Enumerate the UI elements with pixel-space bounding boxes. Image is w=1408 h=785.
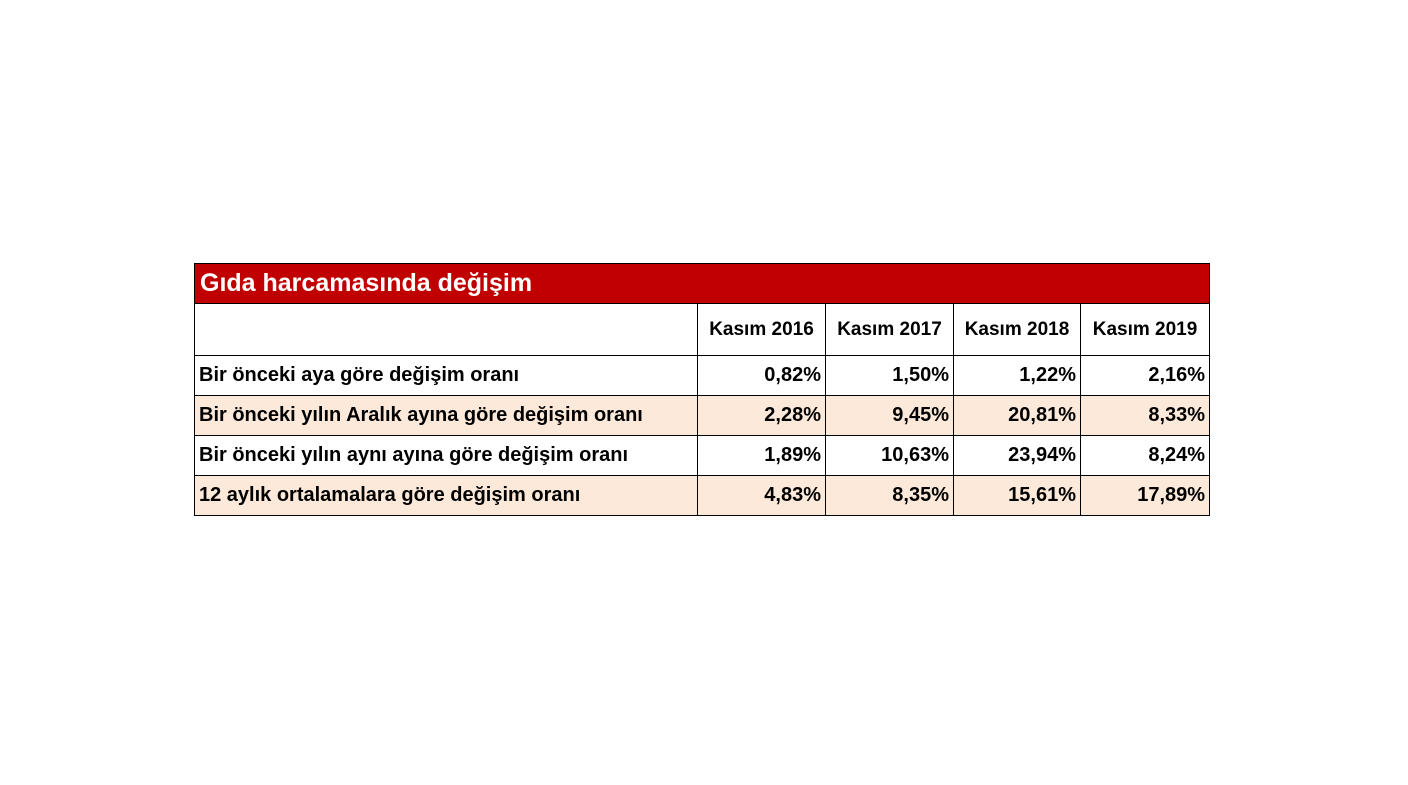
header-row: Kasım 2016 Kasım 2017 Kasım 2018 Kasım 2…: [194, 303, 1211, 356]
table-row: 12 aylık ortalamalara göre değişim oranı…: [194, 475, 1211, 516]
cell-value: 1,89%: [697, 435, 826, 476]
row-label: Bir önceki yılın Aralık ayına göre değiş…: [194, 395, 698, 436]
column-header-2018: Kasım 2018: [953, 303, 1081, 356]
cell-value: 2,28%: [697, 395, 826, 436]
column-header-2017: Kasım 2017: [825, 303, 954, 356]
table-row: Bir önceki yılın aynı ayına göre değişim…: [194, 435, 1211, 476]
table-title: Gıda harcamasında değişim: [193, 263, 1211, 304]
cell-value: 10,63%: [825, 435, 954, 476]
row-label: Bir önceki yılın aynı ayına göre değişim…: [194, 435, 698, 476]
column-header-empty: [194, 303, 698, 356]
cell-value: 8,35%: [825, 475, 954, 516]
cell-value: 4,83%: [697, 475, 826, 516]
table-row: Bir önceki yılın Aralık ayına göre değiş…: [194, 395, 1211, 436]
cell-value: 20,81%: [953, 395, 1081, 436]
table-row: Bir önceki aya göre değişim oranı 0,82% …: [194, 355, 1211, 396]
cell-value: 1,22%: [953, 355, 1081, 396]
cell-value: 0,82%: [697, 355, 826, 396]
cell-value: 8,24%: [1079, 435, 1211, 476]
cell-value: 2,16%: [1079, 355, 1211, 396]
cell-value: 17,89%: [1079, 475, 1211, 516]
row-label: 12 aylık ortalamalara göre değişim oranı: [194, 475, 698, 516]
cell-value: 23,94%: [953, 435, 1081, 476]
column-header-2019: Kasım 2019: [1079, 303, 1211, 356]
column-header-2016: Kasım 2016: [697, 303, 826, 356]
food-spending-table: Gıda harcamasında değişim Kasım 2016 Kas…: [193, 263, 1211, 516]
cell-value: 15,61%: [953, 475, 1081, 516]
cell-value: 8,33%: [1079, 395, 1211, 436]
cell-value: 9,45%: [825, 395, 954, 436]
cell-value: 1,50%: [825, 355, 954, 396]
row-label: Bir önceki aya göre değişim oranı: [194, 355, 698, 396]
